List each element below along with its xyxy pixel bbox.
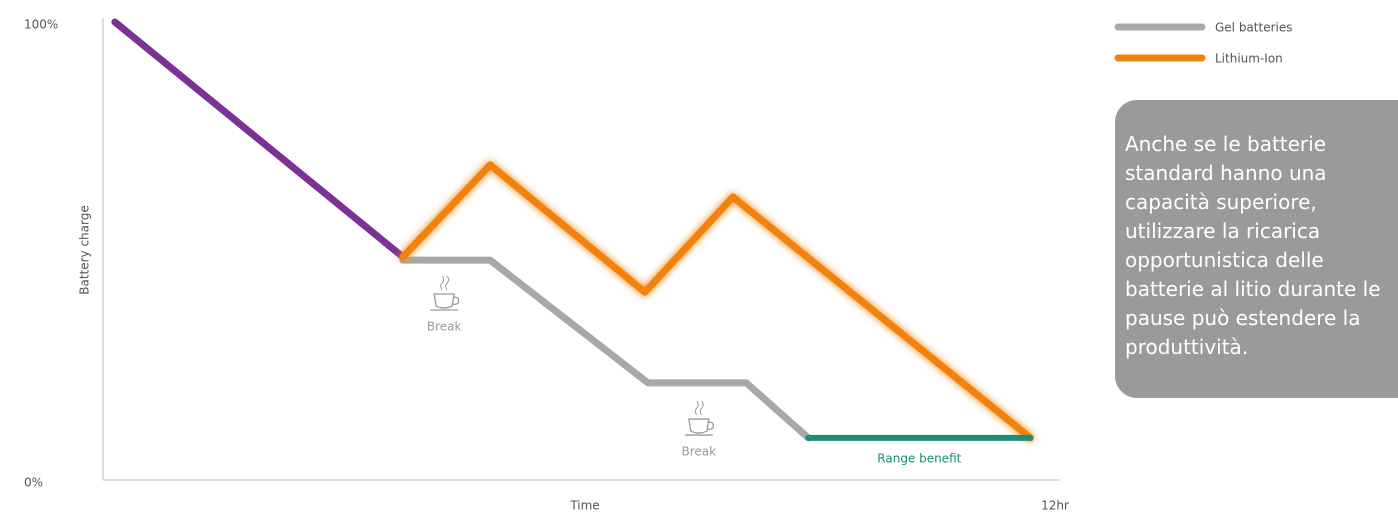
series-label: Range benefit <box>877 451 961 465</box>
series-line <box>399 256 812 442</box>
legend-label: Lithium-Ion <box>1215 52 1283 66</box>
y-axis-label: Battery charge <box>78 205 92 295</box>
y-tick-label: 100% <box>24 18 58 32</box>
steam <box>694 400 704 416</box>
annotation: Break <box>427 320 462 334</box>
cup <box>430 293 460 311</box>
break-icon <box>430 275 460 311</box>
break-icon <box>684 400 714 436</box>
series-line <box>111 18 407 261</box>
series-line <box>399 161 1034 442</box>
steam <box>440 275 450 291</box>
y-tick-label: 0% <box>24 476 43 490</box>
x-tick-label: 12hr <box>1041 499 1069 512</box>
chart: Battery charge Time 0% 100% 12hr Range bene… <box>24 18 1069 512</box>
annotation: Break <box>681 445 716 459</box>
legend-label: Gel batteries <box>1215 21 1293 35</box>
cup <box>684 418 714 436</box>
info-box: Anche se le batterie standard hanno una … <box>1115 100 1398 398</box>
legend: Gel batteries Lithium-Ion <box>1114 21 1293 66</box>
x-axis-label: Time <box>569 499 599 512</box>
